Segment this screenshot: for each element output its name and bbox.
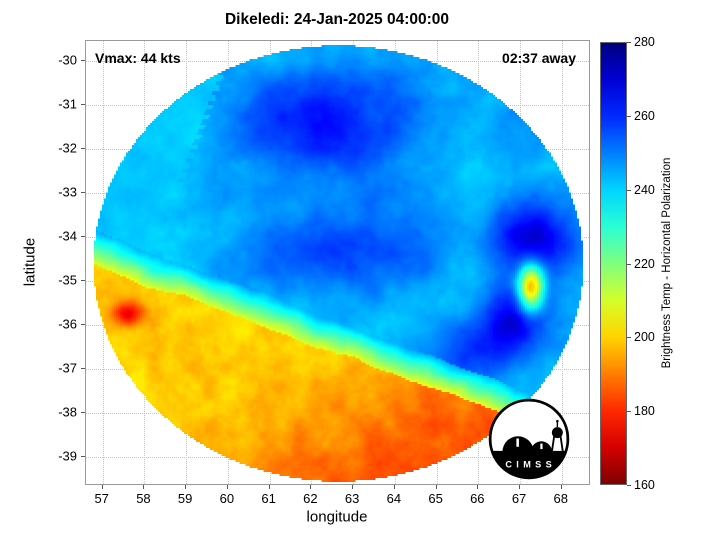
y-tick-mark xyxy=(81,455,85,457)
colorbar-gradient xyxy=(600,42,627,485)
colorbar-tick-mark xyxy=(627,263,631,265)
colorbar-tick-label: 200 xyxy=(634,330,655,345)
y-tick-mark xyxy=(81,147,85,149)
y-tick-label: -32 xyxy=(58,140,77,156)
colorbar-tick-mark xyxy=(627,485,631,486)
y-tick-mark xyxy=(81,191,85,193)
y-tick-mark xyxy=(81,367,85,369)
y-tick-mark xyxy=(81,235,85,237)
y-tick-mark xyxy=(81,59,85,61)
small-dome-slit xyxy=(540,443,543,450)
annotation-eta: 02:37 away xyxy=(502,50,576,66)
colorbar-tick-label: 260 xyxy=(634,108,655,123)
x-tick-mark xyxy=(393,485,395,489)
x-tick-label: 67 xyxy=(511,491,527,506)
annotation-vmax: Vmax: 44 kts xyxy=(95,50,181,66)
colorbar-tick-label: 240 xyxy=(634,182,655,197)
y-tick-mark xyxy=(81,411,85,413)
y-tick-mark xyxy=(81,323,85,325)
colorbar-tick-mark xyxy=(627,42,631,43)
y-tick-label: -30 xyxy=(58,52,77,68)
colorbar-tick-label: 160 xyxy=(634,478,655,492)
colorbar-tick-mark xyxy=(627,411,631,413)
x-tick-label: 60 xyxy=(219,491,235,506)
colorbar-tick-label: 180 xyxy=(634,404,655,419)
x-tick-mark xyxy=(519,485,521,489)
colorbar-tick-mark xyxy=(627,189,631,191)
colorbar-label: Brightness Temp - Horizontal Polarizatio… xyxy=(661,157,673,369)
y-tick-label: -36 xyxy=(58,316,77,332)
y-tick-label: -34 xyxy=(58,228,77,244)
x-tick-mark xyxy=(143,485,145,489)
x-tick-mark xyxy=(310,485,312,489)
x-tick-mark xyxy=(352,485,354,489)
x-tick-label: 66 xyxy=(470,491,485,506)
logo-text: C I M S S xyxy=(505,459,552,469)
colorbar-tick-label: 280 xyxy=(634,35,655,49)
y-tick-label: -38 xyxy=(58,404,77,420)
x-tick-mark xyxy=(560,485,562,489)
x-axis-label: longitude xyxy=(306,508,368,526)
x-tick-mark xyxy=(185,485,187,489)
x-tick-mark xyxy=(268,485,270,489)
water-tower-icon xyxy=(550,419,564,452)
x-tick-mark xyxy=(226,485,228,489)
y-axis-label: latitude xyxy=(21,237,39,287)
x-tick-label: 59 xyxy=(177,491,193,506)
y-tick-label: -35 xyxy=(58,272,77,288)
cimss-logo: C I M S S xyxy=(488,398,570,480)
x-tick-label: 68 xyxy=(553,491,569,506)
x-tick-label: 61 xyxy=(261,491,276,506)
y-tick-label: -39 xyxy=(58,448,77,464)
dome-slit xyxy=(516,438,519,447)
y-tick-label: -33 xyxy=(58,184,77,200)
x-tick-label: 64 xyxy=(386,491,402,506)
y-tick-label: -31 xyxy=(58,96,77,112)
x-tick-label: 58 xyxy=(136,491,151,506)
plot-title: Dikeledi: 24-Jan-2025 04:00:00 xyxy=(224,11,450,28)
x-tick-label: 57 xyxy=(94,491,109,506)
x-tick-label: 62 xyxy=(303,491,318,506)
plot-area: Vmax: 44 kts 02:37 away C I M S S xyxy=(85,40,591,486)
colorbar-tick-label: 220 xyxy=(634,256,655,271)
y-tick-mark xyxy=(81,103,85,105)
x-tick-mark xyxy=(101,485,103,489)
x-tick-label: 63 xyxy=(344,491,360,506)
x-tick-mark xyxy=(435,485,437,489)
x-tick-mark xyxy=(477,485,479,489)
y-tick-label: -37 xyxy=(58,360,77,376)
x-tick-label: 65 xyxy=(428,491,443,506)
colorbar-tick-mark xyxy=(627,337,631,339)
colorbar-tick-mark xyxy=(627,115,631,117)
y-tick-mark xyxy=(81,279,85,281)
